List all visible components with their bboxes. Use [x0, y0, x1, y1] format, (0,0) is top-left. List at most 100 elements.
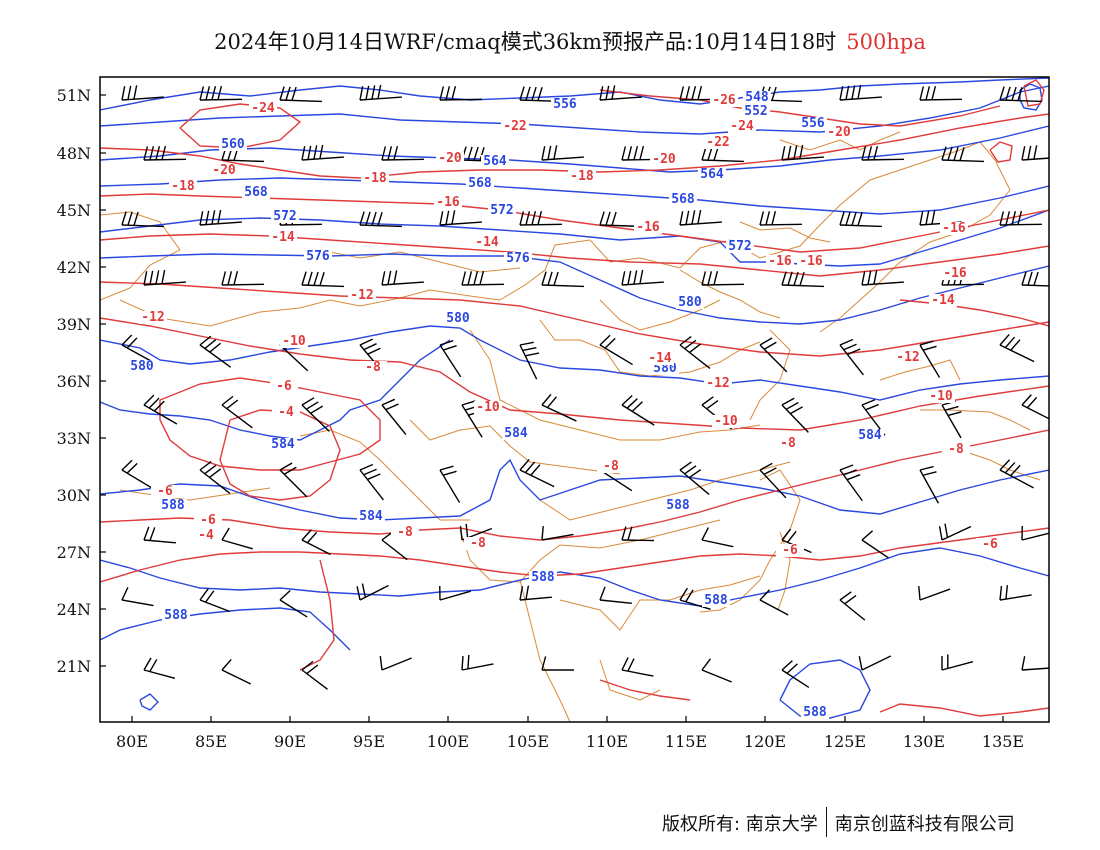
height-contour-line: [100, 85, 1049, 135]
temperature-label-bg: [192, 529, 220, 542]
height-label: 584: [858, 428, 882, 443]
temperature-label: -20: [652, 152, 676, 167]
temperature-label: -16: [636, 220, 660, 235]
wind-barb: [541, 656, 574, 671]
temperature-label: -18: [363, 171, 387, 186]
temperature-label: -12: [706, 376, 729, 391]
wind-barb: [861, 270, 904, 286]
border-line: [119, 289, 501, 327]
temperature-label-bg: [650, 153, 678, 166]
temperature-label: -8: [397, 525, 413, 540]
wind-barb: [759, 337, 788, 373]
temperature-label-bg: [359, 361, 387, 374]
temperature-label-bg: [712, 415, 740, 428]
temperature-label: -6: [157, 484, 173, 499]
temperature-label: -6: [782, 543, 798, 558]
wind-barb: [781, 271, 824, 288]
temperature-contour-line: [100, 429, 1049, 541]
temperature-label-bg: [169, 180, 197, 193]
temperature-label-bg: [941, 267, 969, 280]
temperature-label: -22: [706, 135, 729, 150]
wind-barb: [541, 271, 584, 288]
wind-barb: [461, 270, 505, 286]
temperature-label-bg: [940, 222, 968, 235]
height-label: 580: [678, 295, 702, 310]
height-label-bg: [269, 438, 297, 451]
temperature-label-bg: [825, 126, 853, 139]
copyright-right: 南京创蓝科技有限公司: [834, 814, 1015, 835]
lon-tick-label: 85E: [195, 732, 227, 751]
wind-barb: [519, 341, 540, 380]
wind-barb: [781, 144, 824, 161]
temperature-contour-line: [159, 377, 381, 471]
lat-tick-label: 51N: [57, 86, 91, 105]
wind-barb: [999, 459, 1034, 489]
lat-tick-label: 24N: [57, 600, 91, 619]
lat-tick-label: 30N: [57, 486, 91, 505]
temperature-label-bg: [976, 538, 1004, 551]
wind-barb: [439, 86, 483, 101]
height-label: 568: [671, 192, 695, 207]
wind-barb: [938, 523, 972, 541]
temperature-contour-line: [599, 679, 691, 701]
lon-tick-label: 105E: [507, 732, 549, 751]
wind-barb: [143, 657, 176, 679]
lon-tick-label: 135E: [982, 732, 1024, 751]
wind-barb: [301, 144, 344, 161]
wind-barb: [221, 395, 253, 429]
wind-barb: [839, 338, 864, 376]
copyright-divider: [825, 807, 827, 837]
copyright-left: 版权所有: 南京大学: [662, 814, 818, 835]
height-label-bg: [698, 168, 726, 181]
height-label-bg: [551, 98, 579, 111]
height-label-bg: [504, 252, 532, 265]
height-label-bg: [529, 571, 557, 584]
temperature-label-bg: [139, 311, 167, 324]
temperature-label-bg: [710, 94, 738, 107]
wind-barb: [541, 145, 584, 161]
temperature-contour-line: [179, 103, 302, 149]
temperature-label-bg: [929, 294, 957, 307]
temperature-label: -16: [942, 221, 966, 236]
temperature-label: -26: [712, 93, 736, 108]
lat-tick-label: 48N: [57, 144, 91, 163]
wind-barb: [301, 529, 331, 556]
temperature-label-bg: [597, 460, 625, 473]
wind-barb: [381, 270, 424, 286]
wind-barb: [999, 210, 1043, 226]
height-label: 564: [700, 167, 724, 182]
temperature-contour-line: [599, 89, 1001, 127]
wind-barb: [439, 340, 462, 378]
map-frame: [99, 76, 1050, 723]
temperature-label-bg: [194, 514, 222, 527]
temperature-label: -14: [271, 230, 295, 245]
temperature-label-bg: [728, 120, 756, 133]
height-label: 576: [306, 249, 330, 264]
wind-barb: [199, 85, 243, 101]
temperature-label: -18: [570, 169, 594, 184]
wind-barb: [279, 86, 322, 103]
height-label: 556: [553, 97, 577, 112]
wind-barb: [919, 86, 963, 101]
border-line: [499, 169, 901, 301]
height-label: 588: [161, 498, 185, 513]
wind-barb: [781, 397, 809, 433]
temperature-label: -24: [251, 101, 275, 116]
temperature-label-bg: [797, 255, 825, 268]
height-label: 580: [446, 311, 470, 326]
temperature-contour-line: [100, 193, 1049, 253]
wind-barb: [143, 269, 186, 286]
height-label: 588: [531, 570, 555, 585]
lat-tick-label: 21N: [57, 657, 91, 676]
wind-barb: [599, 334, 633, 366]
height-label-bg: [242, 186, 270, 199]
lat-tick-label: 36N: [57, 372, 91, 391]
wind-barb: [359, 84, 402, 101]
lon-tick-label: 120E: [744, 732, 786, 751]
wind-barb: [701, 658, 732, 683]
height-label: 584: [271, 437, 295, 452]
temperature-label: -20: [438, 151, 462, 166]
temperature-label: -16: [436, 195, 460, 210]
height-contour-line: [100, 458, 1049, 521]
